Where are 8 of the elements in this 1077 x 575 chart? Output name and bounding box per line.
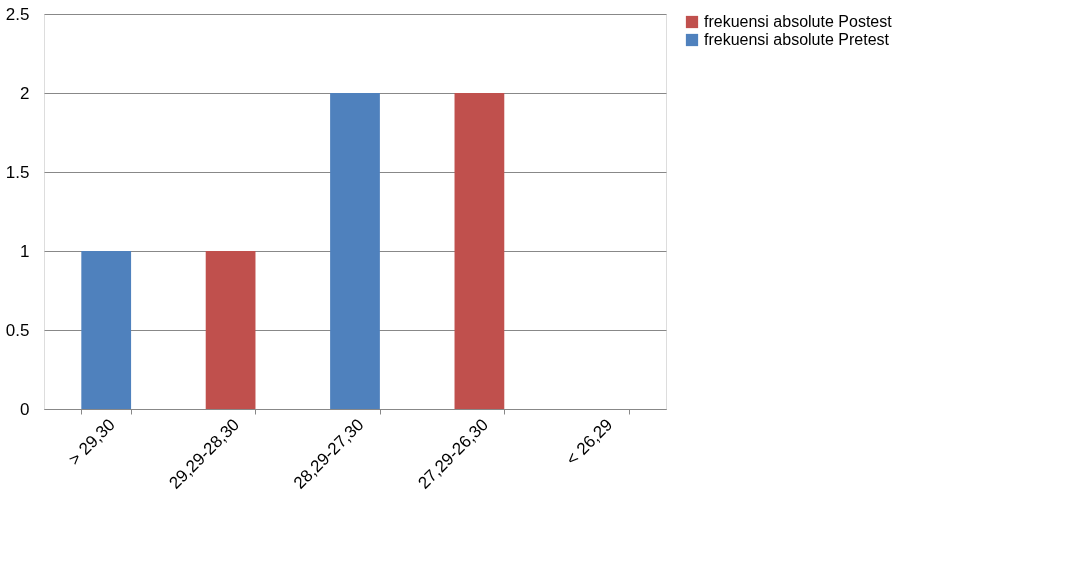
y-tick-label: 2.5 [5, 4, 30, 24]
y-tick-label: 0.5 [5, 320, 30, 340]
y-tick-label: 2 [20, 83, 30, 103]
y-tick-label: 1 [20, 241, 30, 261]
legend-label: frekuensi absolute Postest [704, 13, 893, 30]
y-tick-label: 0 [20, 399, 30, 419]
y-tick-label: 1.5 [5, 162, 30, 182]
legend-label: frekuensi absolute Pretest [704, 31, 890, 48]
